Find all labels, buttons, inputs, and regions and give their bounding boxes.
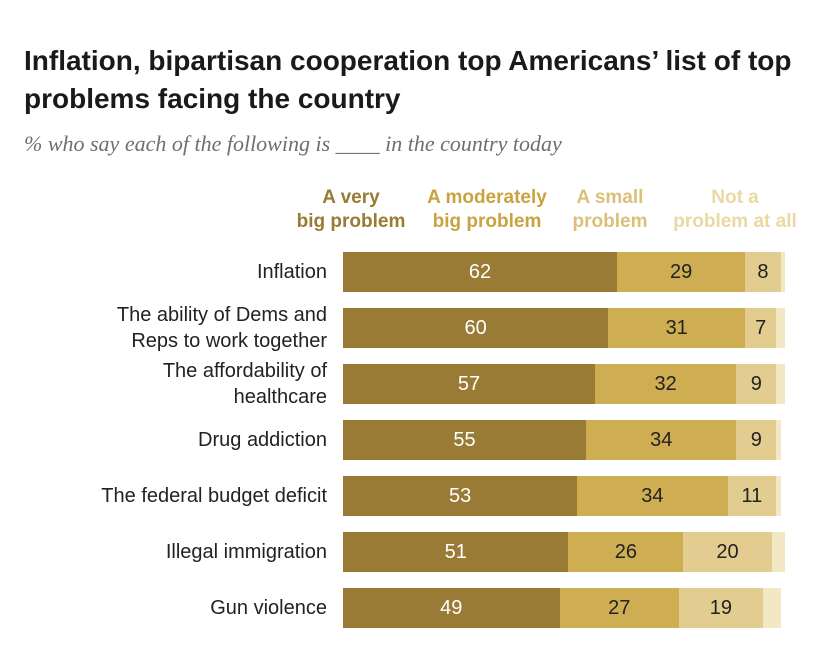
category-label-line: The federal budget deficit (101, 485, 327, 507)
category-label-line: Drug addiction (198, 429, 327, 451)
bar-value-label: 9 (750, 373, 762, 395)
bar-segment (343, 364, 595, 404)
bar-segment (762, 588, 781, 628)
bar-value-label: 49 (440, 597, 463, 619)
legend-a-moderately-big-problem: A moderately big problem (413, 186, 561, 234)
bar-value-label: 32 (654, 373, 677, 395)
chart-title: Inflation, bipartisan cooperation top Am… (24, 45, 792, 114)
category-label-line: healthcare (233, 386, 327, 408)
bar-segment (343, 476, 578, 516)
legend-not-a-problem-at-all: Not a problem at all (660, 186, 810, 234)
category-label: Gun violence (7, 595, 327, 621)
bar-segment (343, 532, 569, 572)
bar-value-label: 26 (614, 541, 637, 563)
bar-segment (577, 476, 728, 516)
legend-line: problem (572, 211, 648, 232)
bar-value-label: 55 (453, 429, 476, 451)
category-label-line: Inflation (256, 261, 327, 283)
category-label: Drug addiction (7, 427, 327, 453)
bar-segment (776, 420, 781, 460)
bar-value-label: 27 (608, 597, 631, 619)
category-label: The affordability of healthcare (7, 358, 327, 410)
legend-line: A very (322, 187, 380, 208)
bar-value-label: 20 (716, 541, 739, 563)
bar-segment (736, 364, 777, 404)
legend-line: Not a (711, 187, 759, 208)
bar-segment (608, 308, 746, 348)
bar-segment (568, 532, 684, 572)
category-label-line: The affordability of (162, 360, 327, 382)
bar-segment (586, 420, 737, 460)
legend-line: problem at all (673, 211, 797, 232)
bar-segment (343, 420, 587, 460)
legend-a-small-problem: A small problem (560, 186, 660, 234)
bar-segment (776, 364, 785, 404)
bar-segment (780, 252, 785, 292)
bar-segment (771, 532, 785, 572)
bar-segment (617, 252, 746, 292)
bar-value-label: 31 (665, 317, 688, 339)
bar-segment (745, 308, 777, 348)
category-label-line: The ability of Dems and (116, 304, 327, 326)
bar-segment (559, 588, 679, 628)
bar-value-label: 34 (650, 429, 673, 451)
bar-segment (727, 476, 777, 516)
legend-line: A small (576, 187, 644, 208)
bar-value-label: 57 (457, 373, 481, 395)
bar-segment (343, 588, 560, 628)
bar-segment (745, 252, 781, 292)
bar-value-label: 62 (468, 261, 492, 283)
legend-line: big problem (296, 211, 406, 232)
bar-segment (678, 588, 763, 628)
bar-segment (343, 252, 618, 292)
legend-line: A moderately (427, 187, 547, 208)
bar-value-label: 9 (750, 429, 762, 451)
category-label: Illegal immigration (7, 539, 327, 565)
category-label-line: Gun violence (210, 597, 327, 619)
bar-segment (594, 364, 737, 404)
bar-value-label: 19 (709, 597, 733, 619)
bar-segment (776, 476, 781, 516)
category-label-line: Illegal immigration (165, 541, 327, 563)
category-label: Inflation (7, 259, 327, 285)
bar-value-label: 11 (741, 485, 763, 507)
bar-segment (683, 532, 772, 572)
bar-value-label: 51 (444, 541, 467, 563)
chart-subtitle: % who say each of the following is ____ … (24, 131, 562, 156)
bar-value-label: 7 (755, 317, 767, 339)
bar-value-label: 53 (449, 485, 472, 507)
bar-segment (343, 308, 609, 348)
bar-value-label: 60 (464, 317, 487, 339)
bar-segment (776, 308, 785, 348)
category-label: The ability of Dems and Reps to work toge… (7, 302, 327, 354)
category-label: The federal budget deficit (7, 483, 327, 509)
legend-line: big problem (432, 211, 542, 232)
legend-a-very-big-problem: A very big problem (283, 186, 419, 234)
category-label-line: Reps to work together (131, 330, 327, 352)
bar-value-label: 34 (641, 485, 664, 507)
bar-segment (736, 420, 777, 460)
bar-value-label: 8 (757, 261, 769, 283)
bar-value-label: 29 (669, 261, 693, 283)
